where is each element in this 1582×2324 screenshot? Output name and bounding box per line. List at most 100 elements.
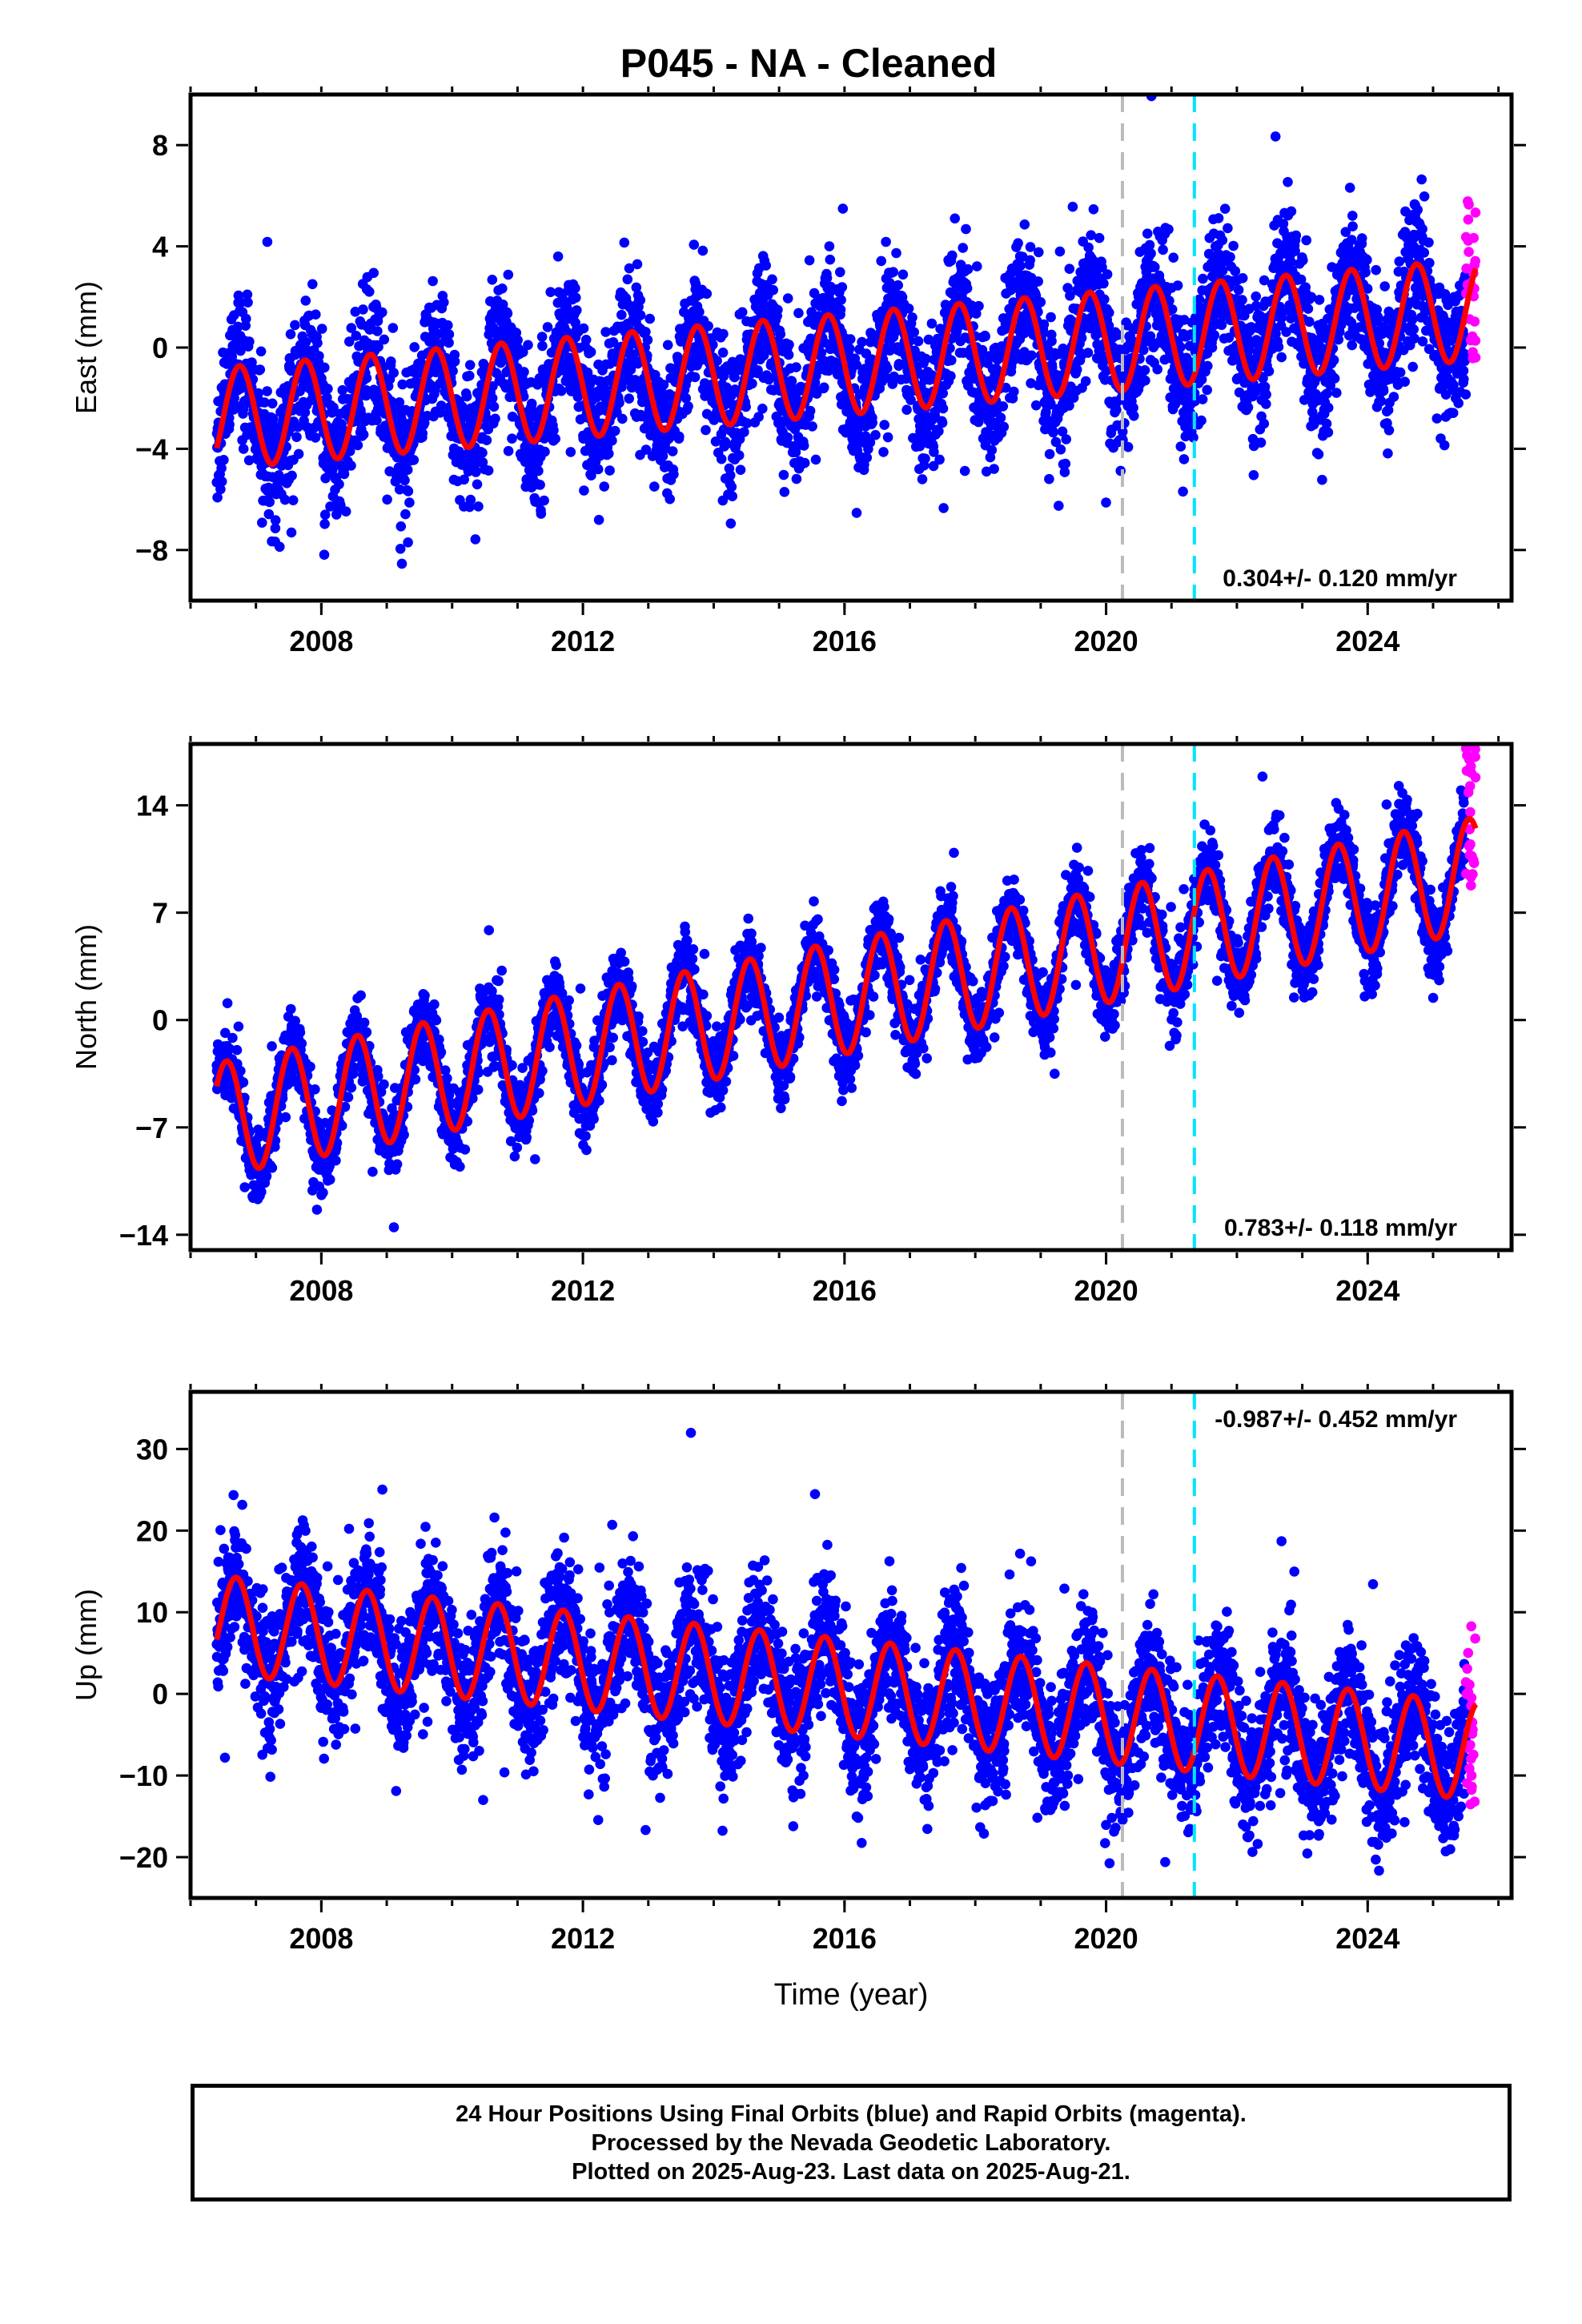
- east-final-orbit-point: [625, 364, 636, 375]
- east-final-orbit-point: [300, 296, 311, 306]
- east-final-orbit-point: [609, 425, 620, 436]
- east-final-orbit-point: [267, 398, 278, 409]
- east-final-orbit-point: [1453, 398, 1464, 408]
- east-final-orbit-point: [523, 340, 533, 351]
- east-final-orbit-point: [689, 239, 700, 250]
- east-final-orbit-point: [465, 494, 476, 505]
- east-final-orbit-point: [537, 340, 548, 352]
- east-final-orbit-point: [824, 241, 835, 251]
- east-final-orbit-point: [1255, 437, 1267, 448]
- east-final-orbit-point: [409, 342, 420, 352]
- east-final-orbit-point: [586, 470, 596, 480]
- east-final-orbit-point: [1059, 467, 1070, 477]
- east-final-orbit-point: [1138, 344, 1149, 356]
- east-final-orbit-point: [1347, 221, 1358, 232]
- east-final-orbit-point: [1166, 304, 1178, 315]
- east-final-orbit-point: [783, 349, 794, 360]
- east-final-orbit-point: [1050, 436, 1062, 448]
- east-final-orbit-point: [718, 371, 729, 382]
- east-final-orbit-point: [989, 464, 999, 474]
- east-final-orbit-point: [1035, 297, 1046, 308]
- east-final-orbit-point: [1115, 465, 1126, 476]
- east-final-orbit-point: [388, 368, 400, 378]
- east-final-orbit-point: [578, 323, 589, 334]
- east-final-orbit-point: [319, 519, 330, 529]
- east-final-orbit-point: [1061, 434, 1071, 444]
- east-final-orbit-point: [448, 366, 458, 376]
- east-final-orbit-point: [459, 474, 469, 485]
- east-final-orbit-point: [396, 521, 407, 532]
- east-final-orbit-point: [471, 467, 481, 477]
- east-final-orbit-point: [242, 289, 253, 300]
- east-final-orbit-point: [1248, 470, 1259, 480]
- east-final-orbit-point: [793, 308, 804, 319]
- east-rapid-orbit-point: [1463, 196, 1473, 207]
- east-final-orbit-point: [340, 506, 351, 517]
- east-final-orbit-point: [379, 334, 390, 345]
- east-final-orbit-point: [753, 412, 764, 422]
- east-final-orbit-point: [961, 223, 971, 235]
- east-final-orbit-point: [358, 304, 368, 315]
- east-final-orbit-point: [934, 426, 944, 436]
- east-final-orbit-point: [725, 518, 737, 529]
- east-final-orbit-point: [716, 453, 727, 464]
- north-final-orbit-point: [267, 1041, 277, 1051]
- east-final-orbit-point: [807, 421, 817, 432]
- east-final-orbit-point: [1139, 365, 1150, 376]
- east-final-orbit-point: [632, 259, 643, 270]
- east-final-orbit-point: [870, 429, 881, 440]
- east-rapid-orbit-point: [1470, 207, 1481, 218]
- east-final-orbit-point: [1018, 251, 1028, 263]
- east-final-orbit-point: [377, 307, 387, 318]
- east-final-orbit-point: [585, 347, 596, 357]
- east-final-orbit-point: [312, 338, 323, 348]
- east-final-orbit-point: [811, 388, 822, 399]
- east-final-orbit-point: [1399, 376, 1410, 388]
- east-final-orbit-point: [1375, 396, 1387, 407]
- east-final-orbit-point: [1196, 374, 1207, 385]
- east-final-orbit-point: [995, 412, 1006, 423]
- east-final-orbit-point: [1008, 356, 1018, 366]
- east-final-orbit-point: [1197, 394, 1208, 404]
- east-final-orbit-point: [909, 327, 919, 338]
- east-final-orbit-point: [1407, 361, 1418, 372]
- east-final-orbit-point: [564, 352, 576, 364]
- east-final-orbit-point: [275, 541, 285, 553]
- east-final-orbit-point: [1379, 281, 1390, 292]
- east-final-orbit-point: [725, 470, 736, 480]
- east-final-orbit-point: [472, 479, 483, 490]
- east-final-orbit-point: [1118, 435, 1128, 445]
- east-final-orbit-point: [1219, 203, 1231, 214]
- east-final-orbit-point: [215, 484, 226, 495]
- east-final-orbit-point: [1190, 396, 1200, 407]
- east-final-orbit-point: [470, 534, 481, 545]
- east-final-orbit-point: [768, 284, 778, 296]
- east-final-orbit-point: [816, 348, 827, 359]
- east-final-orbit-point: [1178, 315, 1190, 325]
- east-final-orbit-point: [599, 481, 609, 492]
- east-final-orbit-point: [1270, 131, 1281, 142]
- east-final-orbit-point: [1038, 319, 1050, 330]
- east-final-orbit-point: [1057, 426, 1068, 437]
- east-final-orbit-point: [658, 380, 669, 390]
- east-final-orbit-point: [878, 447, 889, 457]
- east-final-orbit-point: [396, 558, 408, 569]
- east-final-orbit-point: [1001, 382, 1011, 393]
- east-final-orbit-point: [974, 300, 984, 312]
- east-final-orbit-point: [384, 466, 396, 476]
- east-x-tick-label: 2012: [551, 625, 615, 657]
- east-final-orbit-point: [825, 254, 836, 265]
- east-final-orbit-point: [1025, 242, 1036, 252]
- east-final-orbit-point: [488, 381, 498, 392]
- east-final-orbit-point: [619, 237, 630, 248]
- east-final-orbit-point: [1347, 211, 1358, 221]
- north-final-orbit-point: [233, 1021, 244, 1032]
- east-final-orbit-point: [449, 356, 460, 367]
- north-final-orbit-point: [267, 1163, 278, 1173]
- east-final-orbit-point: [662, 340, 673, 351]
- east-final-orbit-point: [667, 446, 678, 456]
- east-x-tick-label: 2024: [1335, 625, 1399, 657]
- east-final-orbit-point: [640, 444, 652, 455]
- east-final-orbit-point: [533, 465, 544, 476]
- east-final-orbit-point: [921, 353, 931, 364]
